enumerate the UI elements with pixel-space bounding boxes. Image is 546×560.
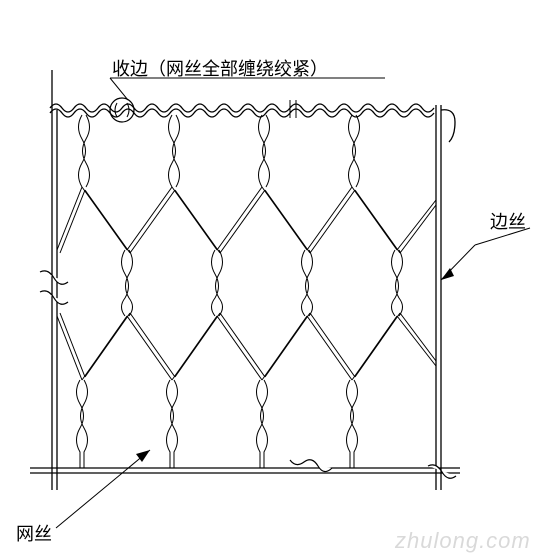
leader-lines	[56, 78, 530, 528]
frame-break-marks	[40, 271, 456, 478]
label-right: 边丝	[490, 208, 526, 234]
top-closing-edge	[50, 98, 434, 122]
right-frame-edge-wire	[436, 105, 455, 490]
hex-mesh	[57, 115, 436, 468]
watermark: zhulong.com	[395, 528, 531, 554]
bottom-frame	[30, 468, 460, 473]
label-top: 收边（网丝全部缠绕绞紧）	[112, 55, 328, 81]
diagram-lines	[30, 70, 530, 528]
label-bottom: 网丝	[16, 520, 52, 546]
